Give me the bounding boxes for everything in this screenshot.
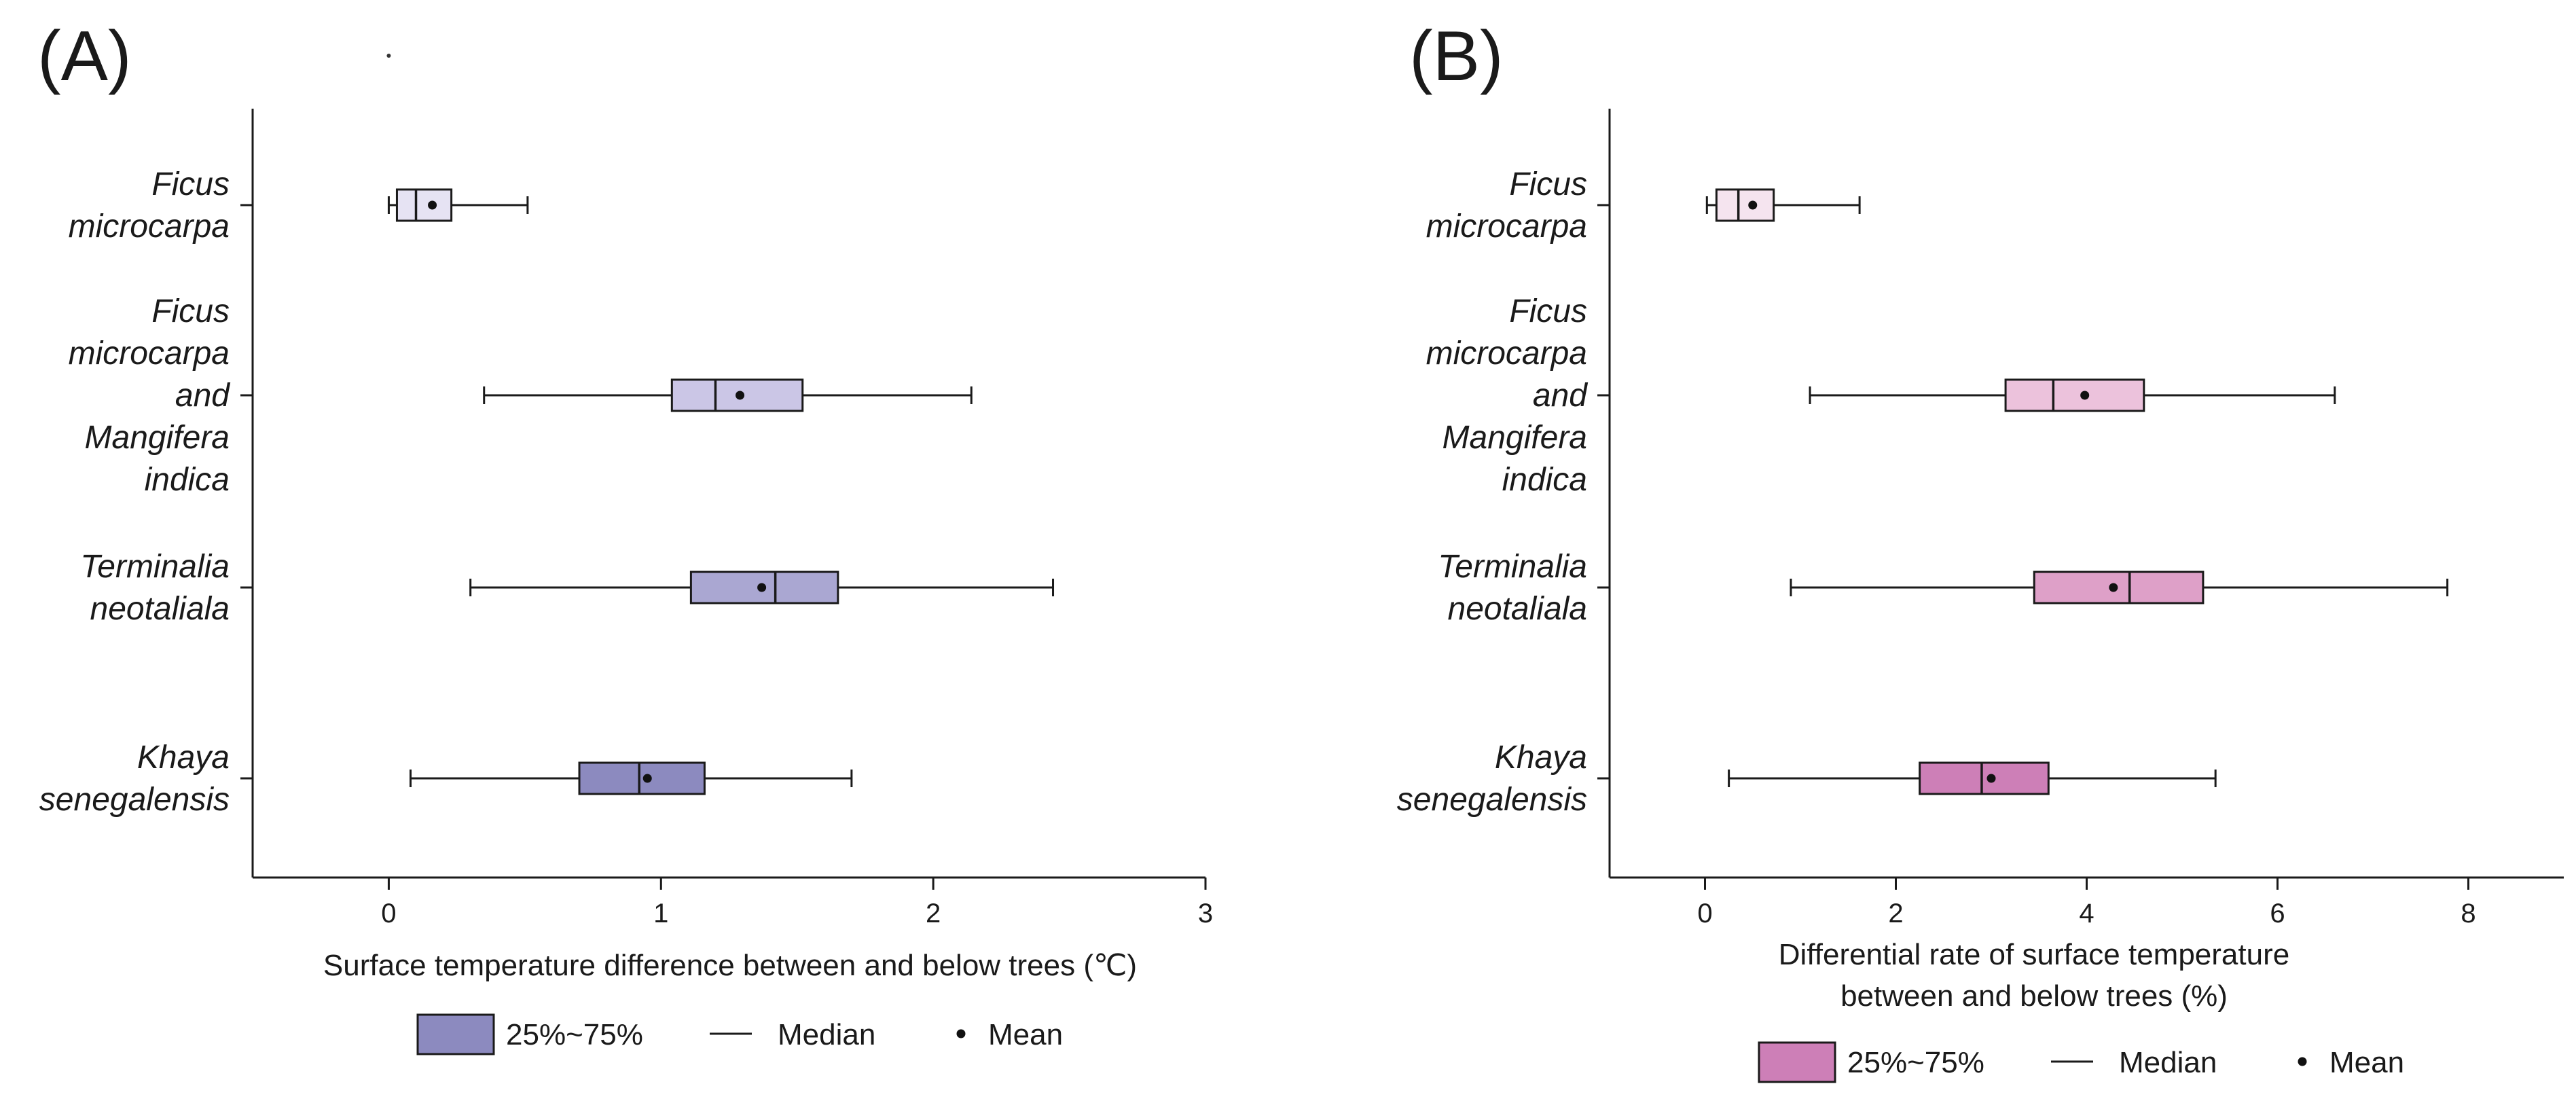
category-label-line: and	[1533, 378, 1588, 414]
category-label-line: Terminalia	[80, 549, 230, 585]
mean-point	[2109, 583, 2118, 592]
category-label-line: senegalensis	[39, 782, 230, 818]
category-label: Ficus microcarpa	[1426, 166, 1587, 245]
category-label-line: microcarpa	[1426, 209, 1587, 245]
x-axis-title: Differential rate of surface temperature	[1779, 938, 2289, 971]
category-label-line: senegalensis	[1397, 782, 1587, 818]
category-label-line: indica	[1502, 462, 1587, 498]
mean-point	[2080, 391, 2090, 400]
category-label-line: Mangifera	[85, 420, 230, 456]
category-label-line: Khaya	[137, 740, 230, 776]
x-tick-label: 0	[381, 899, 396, 928]
legend-mean-swatch	[956, 1029, 966, 1038]
category-label: Terminalia neotaliala	[80, 549, 230, 627]
iqr-box	[578, 761, 706, 795]
category-label-line: Khaya	[1495, 740, 1587, 776]
box-plot	[483, 378, 973, 412]
box-plot	[387, 188, 529, 222]
mean-point	[736, 391, 745, 400]
panel-label: (B)	[1409, 17, 1504, 96]
legend-median-label: Median	[2119, 1046, 2217, 1079]
category-label-line: microcarpa	[69, 209, 230, 245]
category-label: Khaya senegalensis	[1397, 740, 1587, 818]
box-plot	[1790, 571, 2449, 604]
iqr-box	[395, 188, 453, 222]
mean-point	[642, 774, 652, 783]
x-axis-title: between and below trees (%)	[1840, 979, 2228, 1013]
x-tick-label: 3	[1198, 899, 1213, 928]
x-tick-label: 2	[926, 899, 941, 928]
category-label-line: Terminalia	[1438, 549, 1587, 585]
chart-panel-b: (B) 0 2 4 6 8 Ficus microcarpa Ficus microcarpa an…	[1397, 17, 2564, 1083]
x-tick-label: 2	[1888, 899, 1903, 928]
iqr-box	[1715, 188, 1775, 222]
x-tick-label: 4	[2079, 899, 2094, 928]
legend-box-swatch	[416, 1013, 495, 1055]
category-label: Ficus microcarpa	[69, 166, 230, 245]
category-label: Khaya senegalensis	[39, 740, 230, 818]
category-label-line: Ficus	[151, 166, 230, 202]
mean-point	[1987, 774, 1996, 783]
legend: 25%~75% Median Mean	[416, 1013, 1063, 1055]
category-label-line: indica	[145, 462, 230, 498]
legend-mean-label: Mean	[2329, 1046, 2404, 1079]
category-label-line: microcarpa	[1426, 336, 1587, 372]
box-plot	[1728, 761, 2217, 795]
category-label: Ficus microcarpa and Mangifera indica	[1426, 293, 1589, 498]
box-plot	[1809, 378, 2336, 412]
mean-point	[757, 583, 767, 592]
mean-point	[428, 200, 437, 210]
x-axis-title: Surface temperature difference between a…	[323, 949, 1137, 982]
legend-mean-swatch	[2298, 1057, 2307, 1066]
mean-point	[1748, 200, 1758, 210]
panel-label: (A)	[37, 17, 132, 96]
category-label-line: Mangifera	[1443, 420, 1587, 456]
legend-box-label: 25%~75%	[506, 1018, 643, 1051]
legend-mean-label: Mean	[988, 1018, 1063, 1051]
category-label: Terminalia neotaliala	[1438, 549, 1587, 627]
iqr-box	[2004, 378, 2145, 412]
category-label-line: Ficus	[151, 293, 230, 329]
x-tick-label: 1	[653, 899, 668, 928]
legend-median-label: Median	[778, 1018, 875, 1051]
category-label: Ficus microcarpa and Mangifera indica	[69, 293, 231, 498]
x-tick-label: 6	[2270, 899, 2285, 928]
box-plot	[469, 571, 1055, 604]
category-label-line: microcarpa	[69, 336, 230, 372]
box-plot	[409, 761, 853, 795]
legend-box-label: 25%~75%	[1847, 1046, 1984, 1079]
category-label-line: neotaliala	[1448, 591, 1588, 627]
category-label-line: Ficus	[1509, 293, 1587, 329]
stray-point	[386, 54, 391, 58]
category-label-line: and	[175, 378, 230, 414]
box-plot	[1705, 188, 1861, 222]
iqr-box	[2033, 571, 2205, 604]
legend: 25%~75% Median Mean	[1758, 1041, 2404, 1083]
iqr-box	[1919, 761, 2050, 795]
x-tick-label: 8	[2461, 899, 2475, 928]
chart-panel-a: (A) 0 1 2 3 Ficus microcarpa Ficus microcarpa and…	[37, 17, 1213, 1055]
legend-box-swatch	[1758, 1041, 1836, 1083]
category-label-line: neotaliala	[90, 591, 230, 627]
category-label-line: Ficus	[1509, 166, 1587, 202]
x-tick-label: 0	[1697, 899, 1712, 928]
